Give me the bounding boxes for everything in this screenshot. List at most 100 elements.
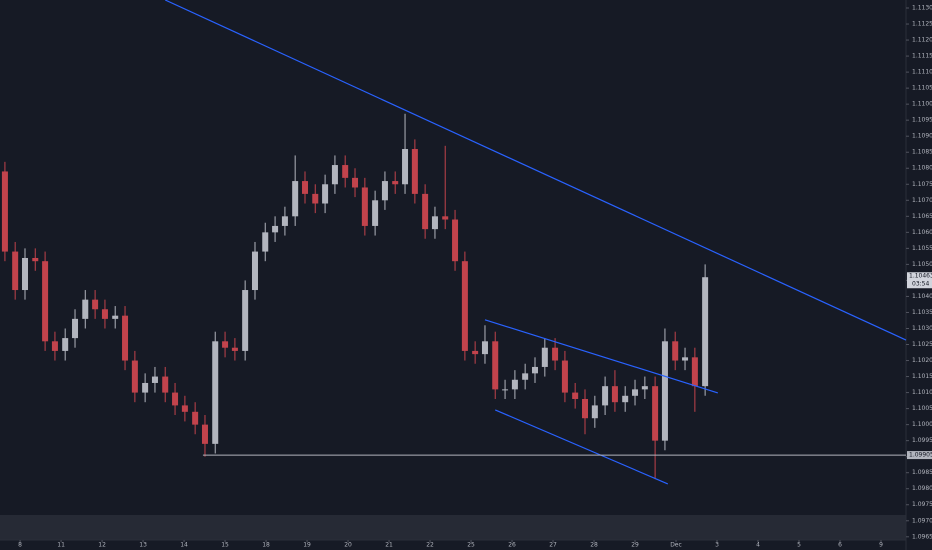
candle-body bbox=[572, 392, 579, 399]
y-tick-label: 1.11200 bbox=[912, 37, 932, 44]
candle-body bbox=[481, 341, 488, 355]
x-tick-label: 26 bbox=[508, 542, 516, 549]
candle-body bbox=[12, 251, 19, 291]
y-tick-label: 1.11300 bbox=[912, 5, 932, 12]
candle-body bbox=[122, 315, 129, 361]
y-tick-label: 1.10150 bbox=[912, 373, 932, 380]
candle-body bbox=[411, 149, 418, 194]
x-tick-label: 15 bbox=[221, 542, 229, 549]
candle-body bbox=[42, 261, 49, 342]
candle-body bbox=[582, 398, 589, 419]
y-tick-label: 1.09700 bbox=[912, 517, 932, 524]
y-tick-label: 1.11000 bbox=[912, 101, 932, 108]
candle-body bbox=[251, 251, 258, 291]
x-tick-label: 22 bbox=[426, 542, 434, 549]
x-tick-label: 3 bbox=[715, 542, 719, 549]
candle-body bbox=[242, 290, 249, 351]
candle-body bbox=[331, 165, 338, 185]
candle-body bbox=[292, 181, 299, 217]
y-tick-label: 1.10600 bbox=[912, 229, 932, 236]
y-tick-label: 1.10350 bbox=[912, 309, 932, 316]
x-tick-label: 25 bbox=[467, 542, 475, 549]
candle-body bbox=[381, 181, 388, 201]
candle-body bbox=[561, 360, 568, 393]
x-tick-label: 13 bbox=[139, 542, 147, 549]
candle-body bbox=[92, 299, 99, 310]
y-tick-label: 1.10550 bbox=[912, 245, 932, 252]
x-tick-label: 14 bbox=[180, 542, 188, 549]
candle-body bbox=[452, 219, 459, 262]
countdown: 03:54 bbox=[912, 281, 929, 288]
y-tick-label: 1.10800 bbox=[912, 165, 932, 172]
candle-body bbox=[442, 216, 449, 220]
candle-body bbox=[272, 225, 279, 233]
candle-body bbox=[541, 347, 548, 367]
y-tick-label: 1.11100 bbox=[912, 69, 932, 76]
candle-body bbox=[641, 386, 648, 390]
x-tick-label: 5 bbox=[797, 542, 801, 549]
candle-body bbox=[131, 360, 138, 393]
y-tick-label: 1.10500 bbox=[912, 261, 932, 268]
x-tick-label: 28 bbox=[590, 542, 598, 549]
candle-body bbox=[611, 386, 618, 403]
y-tick-label: 1.09750 bbox=[912, 501, 932, 508]
x-tick-label: 18 bbox=[262, 542, 270, 549]
y-tick-label: 1.09800 bbox=[912, 485, 932, 492]
candle-body bbox=[492, 341, 499, 390]
candle-body bbox=[691, 357, 698, 387]
candle-body bbox=[142, 382, 149, 393]
trend-line bbox=[164, 0, 907, 341]
candle-body bbox=[502, 389, 509, 391]
x-tick-label: 20 bbox=[344, 542, 352, 549]
x-tick-label: 12 bbox=[98, 542, 106, 549]
candle-body bbox=[661, 341, 668, 441]
candle-body bbox=[22, 257, 29, 291]
y-tick-label: 1.10950 bbox=[912, 117, 932, 124]
candle-body bbox=[511, 379, 518, 390]
candle-body bbox=[422, 193, 429, 230]
price-tag bbox=[907, 451, 932, 460]
lower-pane bbox=[0, 515, 906, 540]
trend-line bbox=[484, 319, 719, 394]
y-tick-label: 1.10700 bbox=[912, 197, 932, 204]
candle-body bbox=[431, 216, 438, 230]
candle-body bbox=[181, 405, 188, 412]
candle-body bbox=[591, 405, 598, 419]
last-price-tag bbox=[907, 272, 932, 289]
y-tick-label: 1.11250 bbox=[912, 21, 932, 28]
candle-body bbox=[552, 347, 559, 361]
candle-body bbox=[312, 193, 319, 204]
x-tick-label: 8 bbox=[18, 542, 22, 549]
candle-body bbox=[1, 171, 8, 252]
candle-body bbox=[622, 395, 629, 403]
x-tick-label: 11 bbox=[57, 542, 65, 549]
horizontal-line-label: 1.09905 bbox=[909, 452, 932, 459]
candle-body bbox=[702, 277, 709, 387]
candle-body bbox=[262, 232, 269, 252]
candle-body bbox=[652, 386, 659, 441]
y-tick-label: 1.10100 bbox=[912, 389, 932, 396]
candle-body bbox=[51, 341, 58, 351]
x-tick-label: 4 bbox=[756, 542, 760, 549]
x-tick-label: Dec bbox=[670, 542, 682, 549]
candle-body bbox=[352, 177, 359, 188]
y-tick-label: 1.10300 bbox=[912, 325, 932, 332]
y-tick-label: 1.09850 bbox=[912, 469, 932, 476]
candle-body bbox=[151, 376, 158, 383]
candle-body bbox=[32, 257, 39, 262]
x-tick-label: 9 bbox=[879, 542, 883, 549]
y-tick-label: 1.09650 bbox=[912, 533, 932, 540]
y-tick-label: 1.10250 bbox=[912, 341, 932, 348]
candle-body bbox=[281, 216, 288, 226]
candle-body bbox=[222, 341, 229, 348]
last-price-label: 1.10463 bbox=[909, 273, 932, 280]
x-tick-label: 21 bbox=[385, 542, 393, 549]
candle-body bbox=[162, 376, 169, 393]
candle-body bbox=[82, 299, 89, 319]
candle-body bbox=[212, 341, 219, 444]
y-tick-label: 1.10050 bbox=[912, 405, 932, 412]
candle-body bbox=[392, 181, 399, 185]
plot-area bbox=[1, 0, 907, 485]
candle-body bbox=[322, 184, 329, 204]
candle-body bbox=[101, 309, 108, 319]
